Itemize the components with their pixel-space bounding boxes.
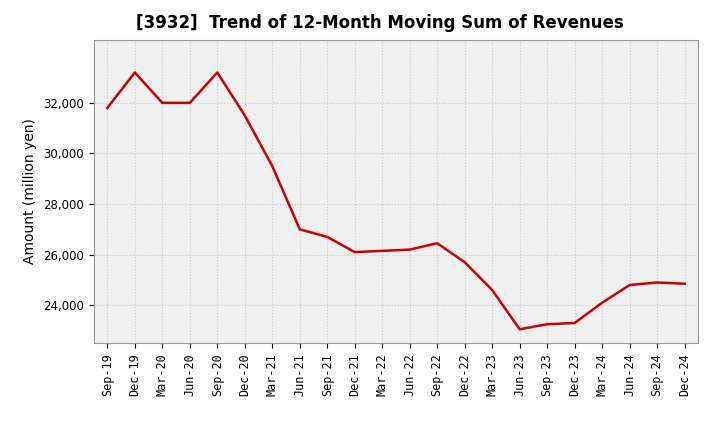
Y-axis label: Amount (million yen): Amount (million yen) (24, 118, 37, 264)
Text: [3932]  Trend of 12-Month Moving Sum of Revenues: [3932] Trend of 12-Month Moving Sum of R… (136, 15, 624, 33)
